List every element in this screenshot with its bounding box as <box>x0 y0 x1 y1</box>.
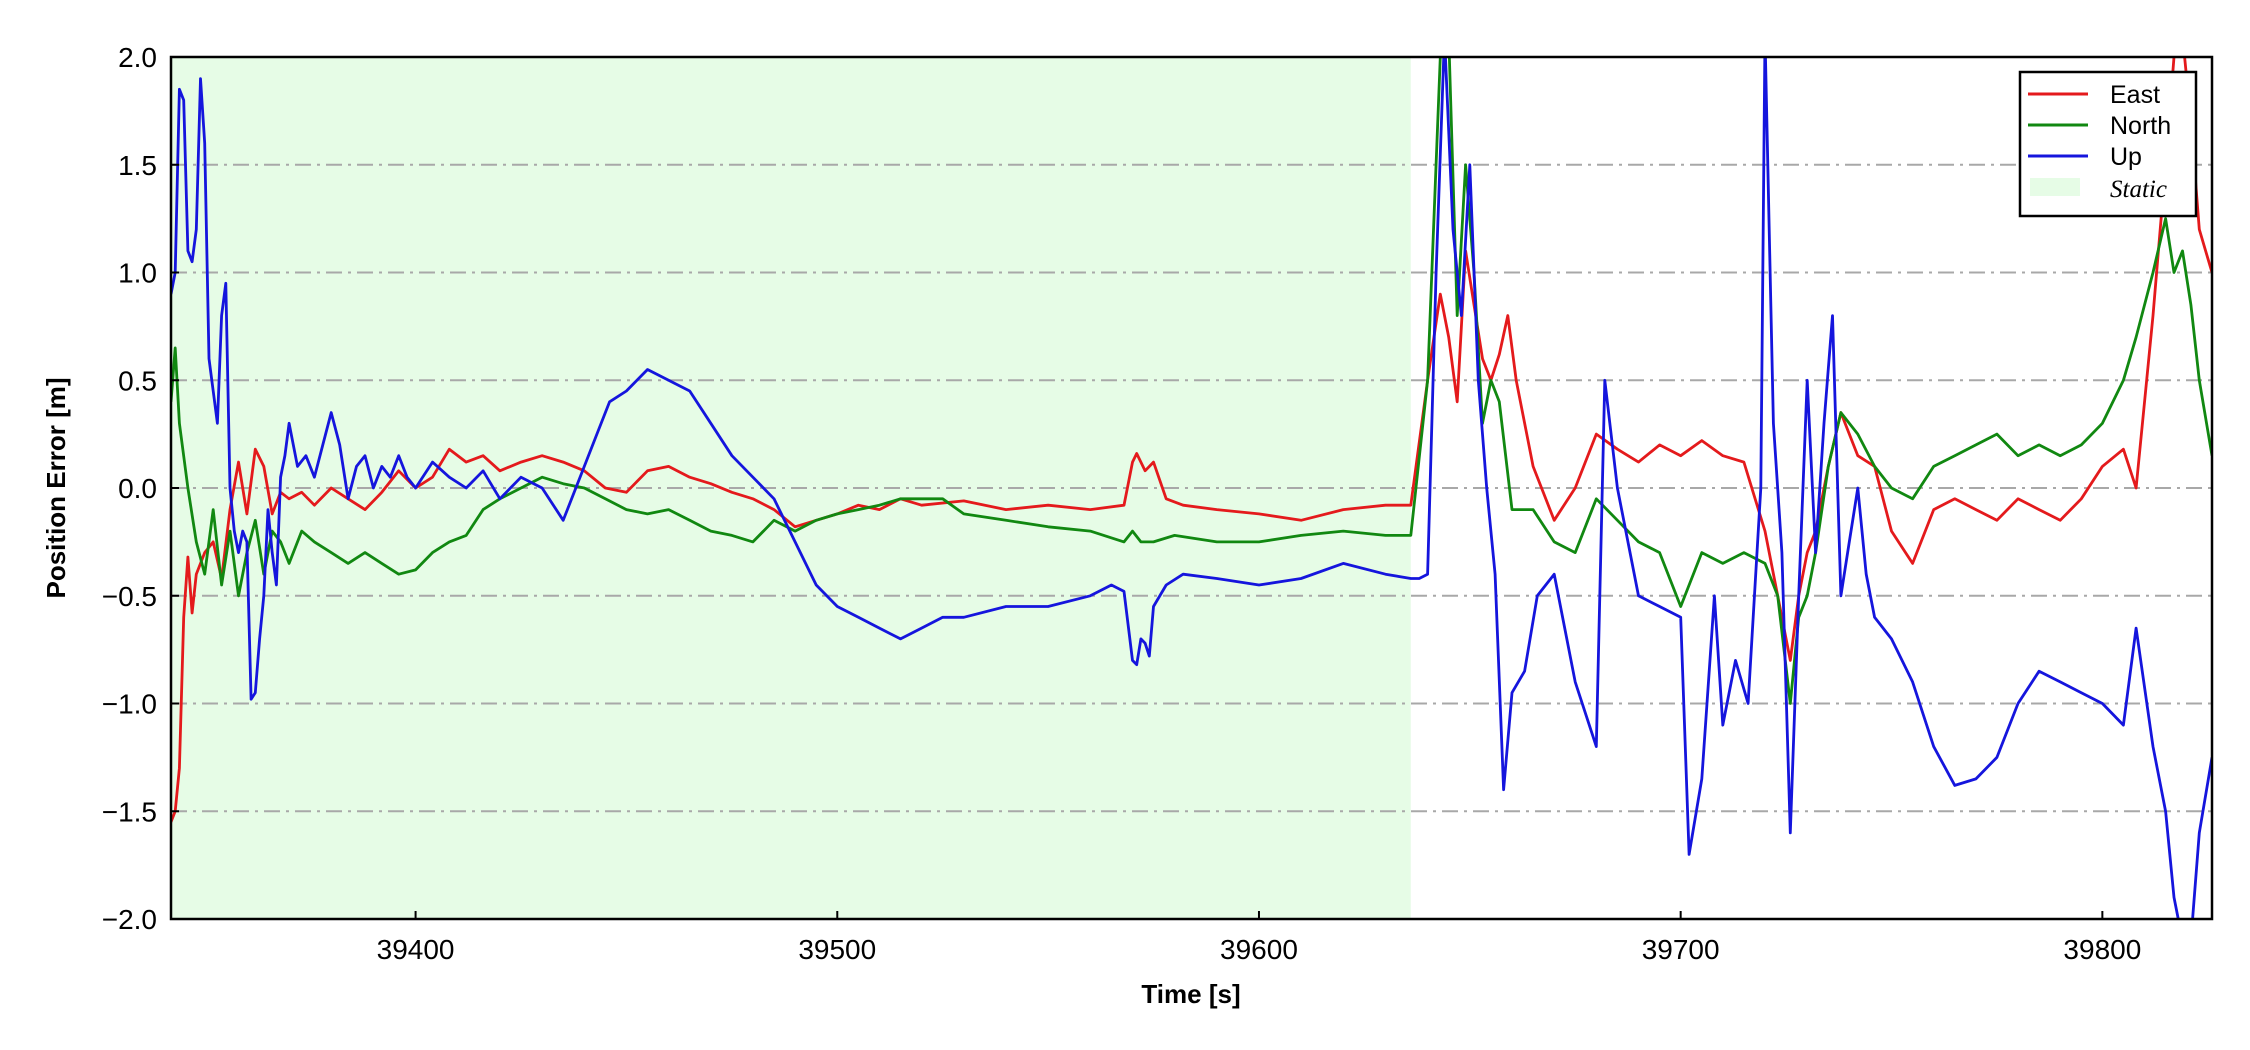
x-tick-label-4: 39800 <box>2063 934 2141 965</box>
y-ticks: −2.0 −1.5 −1.0 −0.5 0.0 0.5 1.0 1.5 2.0 <box>102 42 179 935</box>
x-tick-label-1: 39500 <box>798 934 876 965</box>
x-tick-label-2: 39600 <box>1220 934 1298 965</box>
y-tick-label-8: 2.0 <box>118 42 157 73</box>
series-line-up <box>171 57 2212 919</box>
y-tick-label-6: 1.0 <box>118 258 157 289</box>
series-line-north <box>171 57 2212 705</box>
x-tick-label-0: 39400 <box>377 934 455 965</box>
legend-swatch-static <box>2030 178 2080 196</box>
legend-label-east: East <box>2110 81 2160 109</box>
y-tick-label-4: 0.0 <box>118 473 157 504</box>
y-tick-label-5: 0.5 <box>118 365 157 396</box>
legend-label-up: Up <box>2110 143 2142 171</box>
y-tick-label-2: −1.0 <box>102 689 157 720</box>
series-group <box>171 57 2212 919</box>
legend-label-north: North <box>2110 112 2171 140</box>
x-tick-label-3: 39700 <box>1642 934 1720 965</box>
y-tick-label-7: 1.5 <box>118 150 157 181</box>
y-tick-label-3: −0.5 <box>102 581 157 612</box>
y-tick-label-0: −2.0 <box>102 904 157 935</box>
series-line-east <box>171 57 2212 823</box>
x-axis-label: Time [s] <box>1141 979 1240 1009</box>
x-ticks: 39400 39500 39600 39700 39800 <box>377 911 2141 965</box>
legend-box <box>2018 70 2198 218</box>
y-axis-label: Position Error [m] <box>41 377 71 598</box>
legend-label-static: Static <box>2110 176 2167 203</box>
legend: East North Up Static <box>2018 70 2198 218</box>
y-tick-label-1: −1.5 <box>102 796 157 827</box>
static-region <box>171 57 1411 919</box>
